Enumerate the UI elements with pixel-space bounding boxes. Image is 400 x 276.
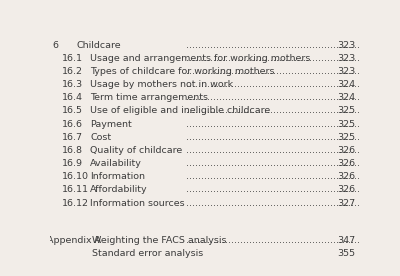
Text: 16.4: 16.4 <box>62 93 84 102</box>
Text: ................................................................................: ........................................… <box>186 80 400 89</box>
Text: 323: 323 <box>337 67 355 76</box>
Text: Use of eligible and ineligible childcare: Use of eligible and ineligible childcare <box>90 107 270 115</box>
Text: ................................................................................: ........................................… <box>186 120 400 129</box>
Text: 16.11: 16.11 <box>62 185 90 195</box>
Text: ................................................................................: ........................................… <box>186 199 400 208</box>
Text: ................................................................................: ........................................… <box>186 185 400 195</box>
Text: 16.10: 16.10 <box>62 172 90 181</box>
Text: 325: 325 <box>337 120 355 129</box>
Text: Cost: Cost <box>90 133 112 142</box>
Text: 16.7: 16.7 <box>62 133 84 142</box>
Text: 327: 327 <box>337 199 355 208</box>
Text: 16.3: 16.3 <box>62 80 84 89</box>
Text: 324: 324 <box>337 80 355 89</box>
Text: Standard error analysis: Standard error analysis <box>92 249 203 258</box>
Text: Appendix A: Appendix A <box>47 236 101 245</box>
Text: Information: Information <box>90 172 145 181</box>
Text: 16.2: 16.2 <box>62 67 84 76</box>
Text: 323: 323 <box>337 41 355 50</box>
Text: 6: 6 <box>52 41 58 50</box>
Text: 16.9: 16.9 <box>62 159 84 168</box>
Text: ................................................................................: ........................................… <box>186 93 400 102</box>
Text: ................................................................................: ........................................… <box>186 107 400 115</box>
Text: ................................................................................: ........................................… <box>186 172 400 181</box>
Text: 323: 323 <box>337 54 355 63</box>
Text: Usage and arrangements for working mothers: Usage and arrangements for working mothe… <box>90 54 311 63</box>
Text: Weighting the FACS analysis: Weighting the FACS analysis <box>92 236 226 245</box>
Text: 16.6: 16.6 <box>62 120 84 129</box>
Text: 326: 326 <box>337 146 355 155</box>
Text: Affordability: Affordability <box>90 185 148 195</box>
Text: Usage by mothers not in work: Usage by mothers not in work <box>90 80 234 89</box>
Text: ................................................................................: ........................................… <box>186 67 400 76</box>
Text: 16.12: 16.12 <box>62 199 90 208</box>
Text: Payment: Payment <box>90 120 132 129</box>
Text: ................................................................................: ........................................… <box>186 236 400 245</box>
Text: Availability: Availability <box>90 159 142 168</box>
Text: 16.8: 16.8 <box>62 146 84 155</box>
Text: 355: 355 <box>337 249 355 258</box>
Text: Quality of childcare: Quality of childcare <box>90 146 182 155</box>
Text: 325: 325 <box>337 107 355 115</box>
Text: ................................................................................: ........................................… <box>186 54 400 63</box>
Text: ................................................................................: ........................................… <box>186 249 400 258</box>
Text: ................................................................................: ........................................… <box>186 41 400 50</box>
Text: 325: 325 <box>337 133 355 142</box>
Text: ................................................................................: ........................................… <box>186 159 400 168</box>
Text: 324: 324 <box>337 93 355 102</box>
Text: 347: 347 <box>337 236 355 245</box>
Text: ................................................................................: ........................................… <box>186 146 400 155</box>
Text: 326: 326 <box>337 159 355 168</box>
Text: Types of childcare for working mothers: Types of childcare for working mothers <box>90 67 275 76</box>
Text: 326: 326 <box>337 185 355 195</box>
Text: 326: 326 <box>337 172 355 181</box>
Text: 16.5: 16.5 <box>62 107 84 115</box>
Text: Appendix B: Appendix B <box>47 249 101 258</box>
Text: 16.1: 16.1 <box>62 54 84 63</box>
Text: ................................................................................: ........................................… <box>186 133 400 142</box>
Text: Childcare: Childcare <box>76 41 121 50</box>
Text: Information sources: Information sources <box>90 199 185 208</box>
Text: Term time arrangements: Term time arrangements <box>90 93 208 102</box>
